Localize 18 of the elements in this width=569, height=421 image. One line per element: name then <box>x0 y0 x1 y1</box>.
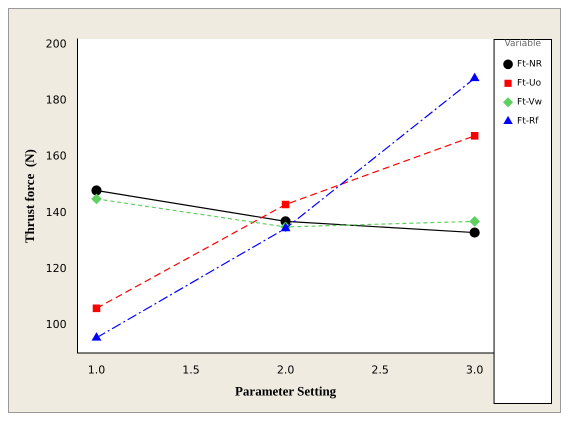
legend-label: Ft-NR <box>517 60 542 70</box>
x-tick-label: 3.0 <box>466 364 484 377</box>
y-tick-label: 180 <box>46 94 67 107</box>
y-tick-label: 120 <box>46 262 67 275</box>
legend-label: Ft-Uo <box>517 78 542 89</box>
x-tick-label: 2.5 <box>371 364 389 377</box>
y-tick-label: 140 <box>46 206 67 219</box>
x-tick-label: 1.5 <box>182 364 200 377</box>
x-axis-title: Parameter Setting <box>234 384 337 399</box>
x-tick-label: 2.0 <box>276 364 294 377</box>
y-tick-label: 100 <box>46 318 67 332</box>
x-tick-label: 1.0 <box>88 364 106 377</box>
y-tick-label: 200 <box>46 37 67 50</box>
y-tick-label: 160 <box>46 150 67 163</box>
legend-label: Ft-Rf <box>517 116 540 127</box>
legend-label: Ft-Vw <box>517 98 542 108</box>
y-axis-title: Thrust force (N) <box>22 149 38 244</box>
legend-title: Variable <box>504 38 542 49</box>
